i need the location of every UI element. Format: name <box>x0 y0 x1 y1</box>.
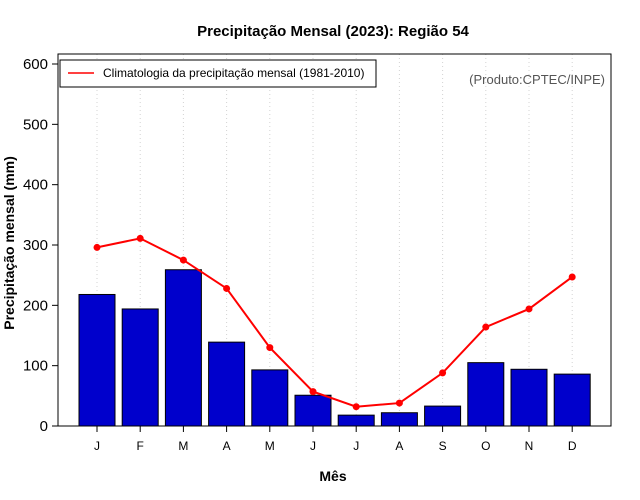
x-tick-label: D <box>568 439 577 453</box>
bar-j-7 <box>337 414 375 427</box>
x-axis-title: Mês <box>319 468 346 484</box>
climatology-point <box>223 284 231 292</box>
bar-a-8 <box>380 412 418 427</box>
y-tick-label: 600 <box>23 56 48 73</box>
x-tick-label: A <box>395 439 403 453</box>
y-tick-label: 500 <box>23 116 48 133</box>
climatology-point <box>309 388 317 396</box>
climatology-polyline <box>96 237 573 408</box>
x-tick-label: O <box>481 439 490 453</box>
climatology-point <box>266 344 274 352</box>
bars <box>78 269 591 427</box>
x-tick-label: N <box>525 439 534 453</box>
y-tick-label: 400 <box>23 177 48 194</box>
climatology-point <box>179 256 187 264</box>
x-tick-label: J <box>310 439 316 453</box>
x-tick-label: S <box>439 439 447 453</box>
climatology-point <box>395 399 403 407</box>
bar-m-3 <box>164 269 202 427</box>
bar-f-2 <box>121 308 159 427</box>
legend-label: Climatologia da precipitação mensal (198… <box>103 66 364 80</box>
climatology-line <box>93 234 576 411</box>
legend: Climatologia da precipitação mensal (198… <box>59 59 377 88</box>
bar-m-5 <box>251 369 289 427</box>
climatology-point <box>525 305 533 313</box>
climatology-point <box>352 403 360 411</box>
bar-j-6 <box>294 394 332 427</box>
bar-j-1 <box>78 293 116 427</box>
y-tick-label: 200 <box>23 297 48 314</box>
x-tick-label: J <box>353 439 359 453</box>
y-tick-label: 300 <box>23 237 48 254</box>
y-axis: 0 100 200 300 400 500 600 <box>23 56 58 435</box>
chart-title: Precipitação Mensal (2023): Região 54 <box>197 23 469 40</box>
credit-label: (Produto:CPTEC/INPE) <box>469 72 605 87</box>
bar-d-12 <box>553 373 591 427</box>
bar-n-11 <box>510 368 548 427</box>
y-tick-label: 0 <box>40 418 48 435</box>
x-tick-label: J <box>94 439 100 453</box>
y-tick-label: 100 <box>23 358 48 375</box>
legend-box <box>59 59 377 88</box>
plot-frame <box>57 53 612 427</box>
y-axis-title: Precipitação mensal (mm) <box>1 156 17 330</box>
climatology-point <box>136 234 144 242</box>
bar-o-10 <box>467 362 505 427</box>
bar-s-9 <box>424 405 462 427</box>
climatology-point <box>482 323 490 331</box>
climatology-point <box>568 273 576 281</box>
x-tick-label: F <box>137 439 144 453</box>
x-tick-label: M <box>178 439 188 453</box>
bar-a-4 <box>208 341 246 427</box>
climatology-point <box>93 243 101 251</box>
climatology-point <box>439 369 447 377</box>
x-tick-label: A <box>223 439 231 453</box>
x-tick-label: M <box>265 439 275 453</box>
